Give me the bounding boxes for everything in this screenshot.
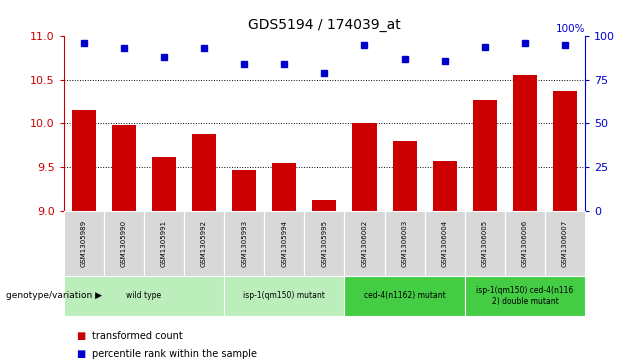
Bar	[432, 161, 457, 211]
Text: GSM1305989: GSM1305989	[81, 220, 86, 267]
Bar	[352, 123, 377, 211]
Bar	[192, 134, 216, 211]
Text: ■: ■	[76, 349, 86, 359]
Bar	[312, 200, 336, 211]
Text: genotype/variation ▶: genotype/variation ▶	[6, 291, 102, 300]
Text: GSM1305992: GSM1305992	[201, 220, 207, 267]
Text: ced-4(n1162) mutant: ced-4(n1162) mutant	[364, 291, 445, 300]
Bar	[152, 156, 176, 211]
Bar	[232, 170, 256, 211]
Text: GSM1305995: GSM1305995	[321, 220, 328, 267]
Text: GSM1305990: GSM1305990	[121, 220, 127, 267]
Text: transformed count: transformed count	[92, 331, 183, 341]
Title: GDS5194 / 174039_at: GDS5194 / 174039_at	[248, 19, 401, 33]
Text: GSM1305994: GSM1305994	[281, 220, 287, 267]
Text: GSM1306002: GSM1306002	[361, 220, 368, 267]
Text: GSM1306005: GSM1306005	[482, 220, 488, 267]
Text: ■: ■	[76, 331, 86, 341]
Text: GSM1306007: GSM1306007	[562, 220, 568, 267]
Bar	[72, 110, 95, 211]
Bar	[272, 163, 296, 211]
Bar	[112, 125, 136, 211]
Text: GSM1305991: GSM1305991	[161, 220, 167, 267]
Text: isp-1(qm150) mutant: isp-1(qm150) mutant	[244, 291, 325, 300]
Bar	[473, 100, 497, 211]
Text: GSM1306004: GSM1306004	[442, 220, 448, 267]
Text: percentile rank within the sample: percentile rank within the sample	[92, 349, 257, 359]
Text: GSM1305993: GSM1305993	[241, 220, 247, 267]
Bar	[392, 141, 417, 211]
Text: wild type: wild type	[127, 291, 162, 300]
Bar	[513, 75, 537, 211]
Text: GSM1306003: GSM1306003	[401, 220, 408, 267]
Text: 100%: 100%	[556, 24, 585, 34]
Text: GSM1306006: GSM1306006	[522, 220, 528, 267]
Text: isp-1(qm150) ced-4(n116
2) double mutant: isp-1(qm150) ced-4(n116 2) double mutant	[476, 286, 574, 306]
Bar	[553, 91, 577, 211]
